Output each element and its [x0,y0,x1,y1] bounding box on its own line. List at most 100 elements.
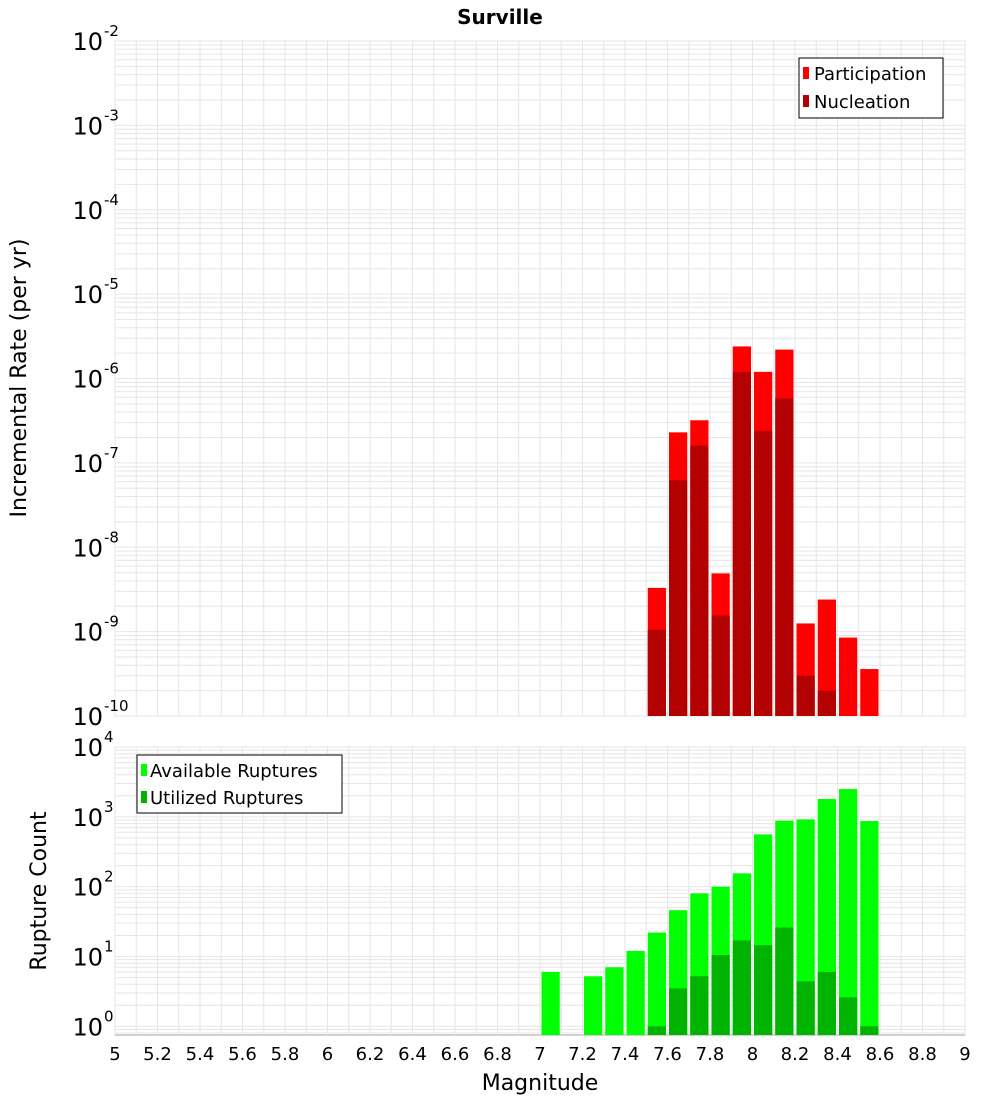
x-tick-label: 7.8 [696,1044,725,1065]
count-bar-available-ruptures [860,821,879,1035]
legend-swatch-available [141,764,147,776]
count-bar-available-ruptures [839,789,858,1035]
count-bar-available-ruptures [647,932,666,1035]
count-bar-utilized-ruptures [754,945,773,1035]
rate-bar-nucleation [647,629,666,716]
count-bar-utilized-ruptures [796,981,815,1035]
y-tick-exponent: -5 [104,275,119,293]
x-tick-label: 6.2 [356,1044,385,1065]
count-bar-utilized-ruptures [817,971,836,1035]
rate-legend-box [798,57,944,119]
rate-bar-nucleation [669,480,688,716]
rate-bar-nucleation [796,675,815,716]
rate-bar-participation [817,599,836,716]
count-bar-available-ruptures [584,976,603,1035]
y-tick-exponent: -6 [104,360,119,378]
x-tick-label: 6 [322,1044,333,1065]
y-tick-exponent: -8 [104,528,119,546]
x-tick-label: 5 [109,1044,120,1065]
legend-label-participation: Participation [814,64,926,85]
x-tick-label: 5.4 [186,1044,215,1065]
x-tick-label: 8.6 [866,1044,895,1065]
count-legend: Available Ruptures Utilized Ruptures [136,754,343,814]
x-tick-label: 7.2 [568,1044,597,1065]
y-tick-exponent: 4 [104,728,114,746]
y-tick-label: 10 [72,534,103,562]
y-tick-exponent: -4 [104,191,119,209]
legend-label-available: Available Ruptures [150,761,318,782]
y-tick-label: 10 [72,619,103,647]
legend-label-utilized: Utilized Ruptures [150,788,303,809]
x-tick-label: 7.4 [611,1044,640,1065]
rate-bar-nucleation [775,398,794,716]
x-tick-label: 8.4 [823,1044,852,1065]
x-axis-label: Magnitude [482,1071,599,1096]
count-legend-box [136,754,343,814]
count-bar-utilized-ruptures [860,1026,879,1035]
y-tick-label: 10 [72,281,103,309]
rate-grid [114,40,966,717]
y-tick-exponent: 1 [104,937,114,955]
x-axis-ticks: 5 5.2 5.4 5.6 5.8 6 6.2 6.4 6.6 6.8 7 7.2 7.4 7.6 7.8 8… [109,1044,970,1065]
rate-bar-nucleation [711,615,730,716]
rate-bar-participation [860,669,879,716]
count-bar-utilized-ruptures [690,976,709,1035]
x-tick-label: 6.8 [483,1044,512,1065]
rate-bar-participation [839,637,858,716]
x-tick-label: 8 [747,1044,758,1065]
count-bar-utilized-ruptures [711,954,730,1035]
legend-swatch-utilized [141,791,147,803]
x-tick-label: 7 [534,1044,545,1065]
y-tick-exponent: 3 [104,798,114,816]
y-tick-label: 10 [72,28,103,56]
x-tick-label: 7.6 [653,1044,682,1065]
count-bar-utilized-ruptures [647,1026,666,1035]
count-bar-available-ruptures [796,819,815,1035]
rate-bar-nucleation [690,445,709,716]
y-tick-exponent: 2 [104,868,114,886]
count-bar-available-ruptures [605,967,624,1035]
y-tick-exponent: 0 [104,1007,114,1025]
count-bar-available-ruptures [541,971,560,1035]
y-tick-label: 10 [72,804,103,832]
x-tick-label: 9 [959,1044,970,1065]
legend-swatch-participation [803,67,809,79]
legend-swatch-nucleation [803,95,809,107]
rate-legend: Participation Nucleation [798,57,944,119]
y-tick-exponent: -2 [104,22,119,40]
y-tick-label: 10 [72,366,103,394]
x-tick-label: 8.2 [781,1044,810,1065]
count-y-axis-label: Rupture Count [27,811,52,971]
x-tick-label: 5.8 [271,1044,300,1065]
y-tick-exponent: -10 [104,697,129,715]
y-tick-exponent: -9 [104,613,119,631]
count-bar-available-ruptures [626,950,645,1035]
x-tick-label: 5.6 [228,1044,257,1065]
y-tick-label: 10 [72,943,103,971]
x-tick-label: 6.6 [441,1044,470,1065]
x-tick-label: 8.8 [908,1044,937,1065]
count-bar-utilized-ruptures [669,988,688,1035]
count-bars [541,789,879,1035]
y-tick-label: 10 [72,112,103,140]
rate-bar-nucleation [754,430,773,716]
rate-y-axis-label: Incremental Rate (per yr) [7,239,32,518]
legend-label-nucleation: Nucleation [814,92,910,113]
y-tick-label: 10 [72,197,103,225]
y-tick-label: 10 [72,1013,103,1041]
rate-bars [647,346,879,716]
rate-bar-nucleation [817,690,836,716]
y-tick-label: 10 [72,734,103,762]
y-tick-exponent: -7 [104,444,119,462]
x-tick-label: 6.4 [398,1044,427,1065]
y-tick-exponent: -3 [104,106,119,124]
x-tick-label: 5.2 [143,1044,172,1065]
y-tick-label: 10 [72,450,103,478]
rate-bar-nucleation [732,371,751,716]
count-bar-utilized-ruptures [839,997,858,1035]
chart-title: Surville [457,5,543,29]
